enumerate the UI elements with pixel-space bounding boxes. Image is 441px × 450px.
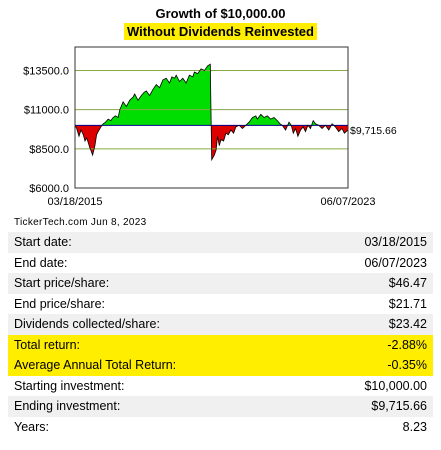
stats-label: Dividends collected/share:: [8, 314, 306, 335]
stats-value: $46.47: [305, 273, 433, 294]
y-tick-label: $13500.0: [23, 66, 69, 78]
value-line: [74, 63, 349, 162]
stats-value: 8.23: [402, 419, 427, 434]
credit-line: TickerTech.com Jun 8, 2023: [14, 217, 147, 228]
stats-label: End date:: [14, 255, 68, 270]
y-tick-label: $8500.0: [29, 144, 69, 156]
stats-row: Years: 8.23: [8, 417, 433, 438]
y-tick-label: $6000.0: [29, 183, 69, 195]
chart-subtitle-highlight: Without Dividends Reinvested: [124, 23, 317, 40]
stats-value: $10,000.00: [364, 378, 427, 393]
stats-row: End price/share: $21.71: [8, 294, 433, 315]
chart-title: Growth of $10,000.00: [155, 6, 286, 21]
stats-label: Total return:: [8, 334, 306, 355]
stats-row: Dividends collected/share: $23.42: [8, 314, 433, 335]
y-tick-label: $11000.0: [24, 105, 69, 117]
stats-label: Average Annual Total Return:: [8, 355, 306, 376]
stats-row: Ending investment: $9,715.66: [8, 396, 433, 417]
stats-row: Starting investment: $10,000.00: [8, 376, 433, 397]
growth-chart: $6000.0 $8500.0 $11000.0 $13500.0 03/18/2015…: [23, 46, 397, 208]
stats-row: Start price/share: $46.47: [8, 273, 433, 294]
stats-value: $21.71: [388, 296, 427, 311]
x-end-label: 06/07/2023: [320, 196, 375, 208]
chart-subtitle: Without Dividends Reinvested: [0, 23, 441, 40]
stats-value: -0.35%: [305, 355, 433, 376]
stats-label: Start date:: [8, 232, 306, 253]
stats-value: 06/07/2023: [364, 255, 427, 270]
stats-label: End price/share:: [14, 296, 106, 311]
stats-label: Start price/share:: [8, 273, 306, 294]
stats-row: Start date: 03/18/2015: [8, 232, 433, 253]
stats-label: Ending investment:: [8, 396, 306, 417]
x-start-label: 03/18/2015: [47, 196, 102, 208]
plot-border: [74, 46, 349, 189]
stats-row: Total return: -2.88%: [8, 334, 433, 355]
stats-value: $9,715.66: [305, 396, 433, 417]
stats-value: -2.88%: [305, 334, 433, 355]
stats-value: 03/18/2015: [305, 232, 433, 253]
stats-label: Years:: [14, 419, 49, 434]
stats-table: Start date: 03/18/2015 End date: 06/07/2023…: [8, 232, 433, 437]
stats-row: Average Annual Total Return: -0.35%: [8, 355, 433, 376]
end-value-label: $9,715.66: [350, 125, 397, 137]
stats-value: $23.42: [305, 314, 433, 335]
stats-row: End date: 06/07/2023: [8, 253, 433, 274]
stats-label: Starting investment:: [14, 378, 125, 393]
